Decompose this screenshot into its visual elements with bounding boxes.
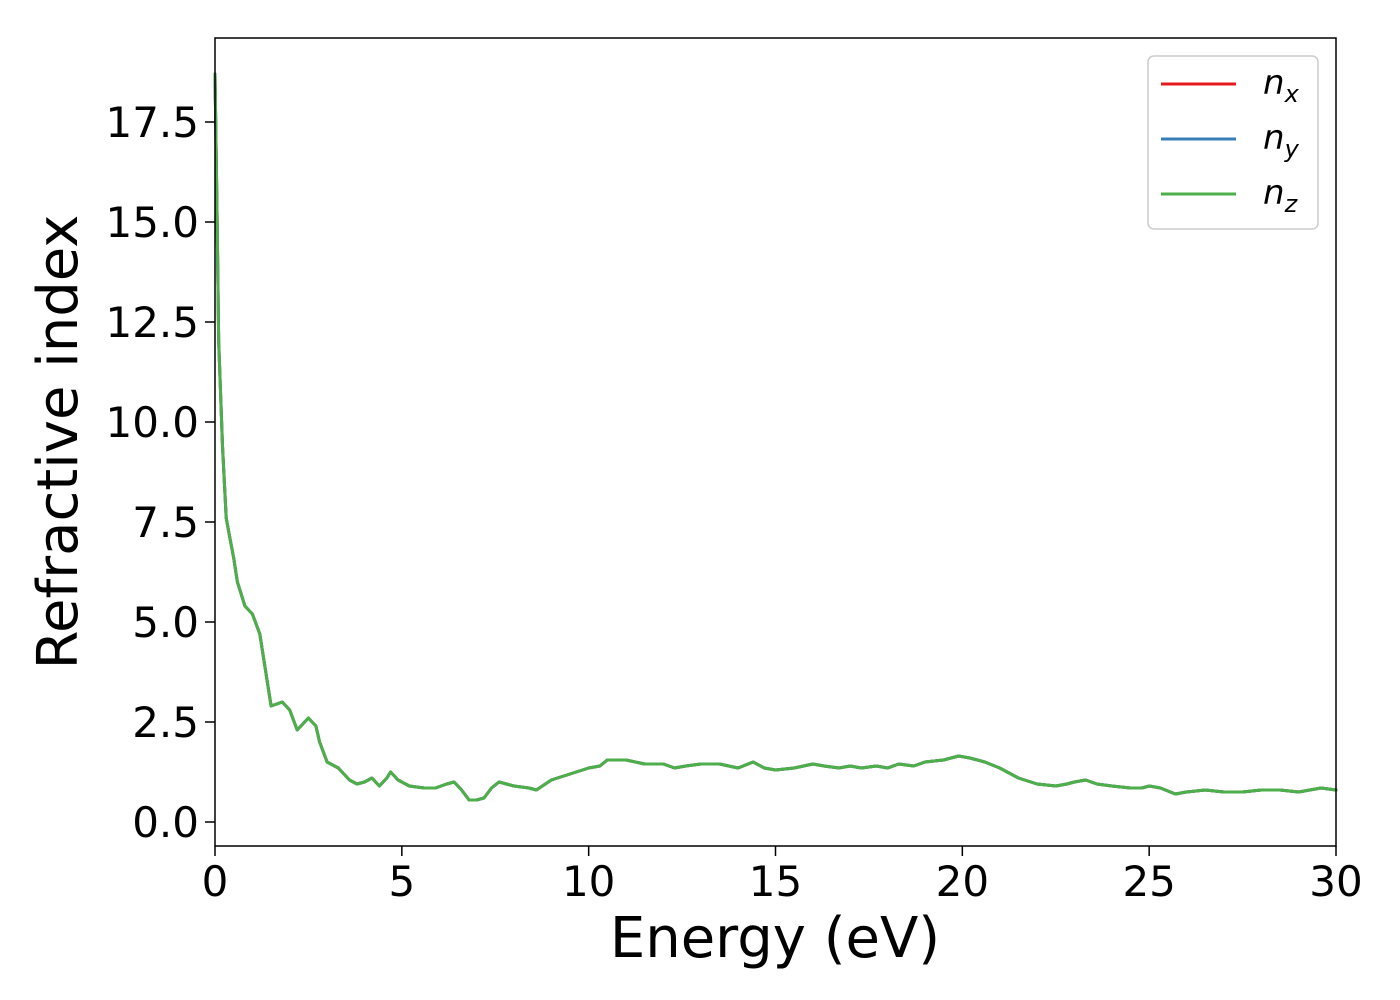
x-tick-label: 15 (749, 857, 802, 906)
y-tick-label: 15.0 (105, 198, 199, 247)
y-axis-ticks: 0.0 2.5 5.0 7.5 10.0 12.5 15.0 17.5 (105, 98, 215, 847)
legend-label-ny: ny (1263, 118, 1300, 163)
x-tick-label: 30 (1309, 857, 1362, 906)
x-tick-label: 0 (202, 857, 229, 906)
y-tick-label: 0.0 (132, 798, 199, 847)
legend-entries: nx ny nz (1161, 63, 1300, 218)
series-layer (213, 72, 1338, 802)
y-tick-label: 12.5 (105, 298, 199, 347)
y-tick-label: 5.0 (132, 598, 199, 647)
y-tick-label: 7.5 (132, 498, 199, 547)
x-tick-label: 25 (1122, 857, 1175, 906)
x-tick-label: 20 (936, 857, 989, 906)
x-tick-label: 10 (562, 857, 615, 906)
x-tick-label: 5 (388, 857, 415, 906)
y-tick-label: 17.5 (105, 98, 199, 147)
x-axis-title: Energy (eV) (610, 906, 940, 971)
series-line-nz (213, 72, 1338, 802)
y-tick-label: 10.0 (105, 398, 199, 447)
legend: nx ny nz (1147, 55, 1319, 230)
legend-label-nx: nx (1263, 63, 1300, 108)
y-tick-label: 2.5 (132, 698, 199, 747)
x-axis-ticks: 0 5 10 15 20 25 30 (202, 846, 1363, 906)
legend-box (1147, 55, 1319, 230)
y-axis-title: Refractive index (26, 215, 91, 670)
legend-label-nz: nz (1263, 173, 1299, 218)
